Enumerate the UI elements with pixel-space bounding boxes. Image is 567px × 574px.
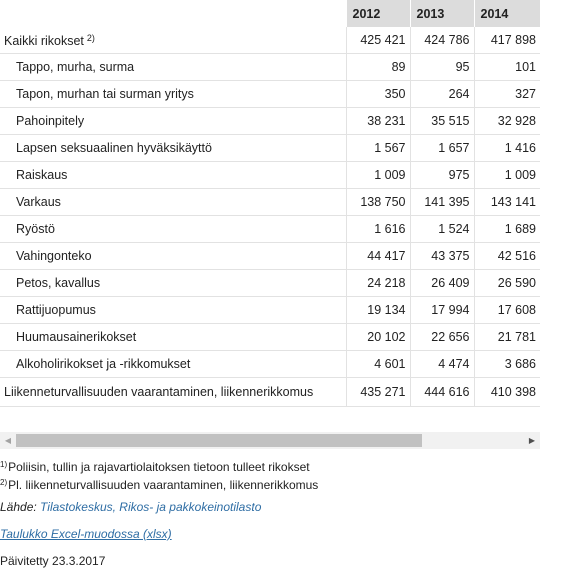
cell-value: 26 590: [473, 269, 540, 297]
cell-value: 327: [473, 80, 540, 108]
table-row: Ryöstö 1 616 1 524 1 689: [0, 215, 540, 243]
table-row: Tapon, murhan tai surman yritys 350 264 …: [0, 80, 540, 108]
header-year-2013: 2013: [410, 0, 475, 27]
cell-value: 43 375: [409, 242, 474, 270]
table-row: Varkaus 138 750 141 395 143 141: [0, 188, 540, 216]
cell-value: 1 567: [345, 134, 410, 162]
cell-value: 1 416: [473, 134, 540, 162]
cell-value: 141 395: [409, 188, 474, 216]
excel-download-link[interactable]: Taulukko Excel-muodossa (xlsx): [0, 527, 172, 541]
cell-value: 3 686: [473, 350, 540, 378]
row-label: Varkaus: [0, 188, 346, 216]
table-row: Petos, kavallus 24 218 26 409 26 590: [0, 269, 540, 297]
source-prefix: Lähde:: [0, 500, 41, 514]
row-label: Ryöstö: [0, 215, 346, 243]
cell-value: 1 009: [345, 161, 410, 189]
footnotes: 1)Poliisin, tullin ja rajavartiolaitokse…: [0, 457, 318, 493]
footnote-1: 1)Poliisin, tullin ja rajavartiolaitokse…: [0, 460, 310, 474]
cell-value: 35 515: [409, 107, 474, 135]
table-row: Rattijuopumus 19 134 17 994 17 608: [0, 296, 540, 324]
row-label: Tappo, murha, surma: [0, 53, 346, 81]
cell-value: 435 271: [345, 377, 410, 407]
cell-value: 42 516: [473, 242, 540, 270]
row-label: Tapon, murhan tai surman yritys: [0, 80, 346, 108]
row-label: Liikenneturvallisuuden vaarantaminen, li…: [0, 377, 346, 407]
cell-value: 24 218: [345, 269, 410, 297]
cell-value: 38 231: [345, 107, 410, 135]
cell-value: 410 398: [473, 377, 540, 407]
header-label-cell: [0, 0, 347, 27]
row-label: Petos, kavallus: [0, 269, 346, 297]
cell-value: 19 134: [345, 296, 410, 324]
scrollbar-thumb[interactable]: [16, 434, 422, 447]
row-label: Pahoinpitely: [0, 107, 346, 135]
cell-value: 89: [345, 53, 410, 81]
footnote-ref: 2): [86, 32, 95, 43]
row-label: Vahingonteko: [0, 242, 346, 270]
arrow-left-icon[interactable]: ◀: [4, 436, 12, 445]
table-row: Liikenneturvallisuuden vaarantaminen, li…: [0, 377, 540, 407]
table-row: Alkoholirikokset ja -rikkomukset 4 601 4…: [0, 350, 540, 378]
table-row: Huumausainerikokset 20 102 22 656 21 781: [0, 323, 540, 351]
table-row: Lapsen seksuaalinen hyväksikäyttö 1 567 …: [0, 134, 540, 162]
cell-value: 1 616: [345, 215, 410, 243]
table-row: Pahoinpitely 38 231 35 515 32 928: [0, 107, 540, 135]
row-label: Lapsen seksuaalinen hyväksikäyttö: [0, 134, 346, 162]
cell-value: 425 421: [345, 27, 410, 54]
cell-value: 21 781: [473, 323, 540, 351]
cell-value: 1 689: [473, 215, 540, 243]
statistics-table-container: 2012 2013 2014 Kaikki rikokset 2) 425 421…: [0, 0, 540, 407]
source-link[interactable]: Tilastokeskus, Rikos- ja pakkokeinotilas…: [40, 500, 262, 514]
cell-value: 975: [409, 161, 474, 189]
source-line: Lähde: Tilastokeskus, Rikos- ja pakkokei…: [0, 500, 261, 514]
row-label: Raiskaus: [0, 161, 346, 189]
footnote-2: 2)Pl. liikenneturvallisuuden vaarantamin…: [0, 478, 319, 492]
table-row: Raiskaus 1 009 975 1 009: [0, 161, 540, 189]
cell-value: 350: [345, 80, 410, 108]
cell-value: 143 141: [473, 188, 540, 216]
row-label: Rattijuopumus: [0, 296, 346, 324]
cell-value: 17 994: [409, 296, 474, 324]
cell-value: 101: [473, 53, 540, 81]
row-label: Alkoholirikokset ja -rikkomukset: [0, 350, 346, 378]
cell-value: 4 601: [345, 350, 410, 378]
cell-value: 1 009: [473, 161, 540, 189]
horizontal-scrollbar[interactable]: ◀ ▶: [0, 432, 540, 449]
crime-statistics-table: 2012 2013 2014 Kaikki rikokset 2) 425 421…: [0, 0, 540, 407]
table-row: Vahingonteko 44 417 43 375 42 516: [0, 242, 540, 270]
cell-value: 95: [409, 53, 474, 81]
cell-value: 17 608: [473, 296, 540, 324]
cell-value: 44 417: [345, 242, 410, 270]
table-row: Kaikki rikokset 2) 425 421 424 786 417 89…: [0, 27, 540, 54]
cell-value: 22 656: [409, 323, 474, 351]
row-label: Huumausainerikokset: [0, 323, 346, 351]
cell-value: 4 474: [409, 350, 474, 378]
cell-value: 20 102: [345, 323, 410, 351]
table-header-row: 2012 2013 2014: [0, 0, 540, 27]
cell-value: 1 524: [409, 215, 474, 243]
cell-value: 32 928: [473, 107, 540, 135]
cell-value: 424 786: [409, 27, 474, 54]
cell-value: 138 750: [345, 188, 410, 216]
updated-date: Päivitetty 23.3.2017: [0, 554, 106, 568]
header-year-2014: 2014: [474, 0, 540, 27]
cell-value: 26 409: [409, 269, 474, 297]
arrow-right-icon[interactable]: ▶: [528, 436, 536, 445]
cell-value: 444 616: [409, 377, 474, 407]
header-year-2012: 2012: [346, 0, 411, 27]
cell-value: 264: [409, 80, 474, 108]
row-label: Kaikki rikokset 2): [0, 27, 346, 54]
cell-value: 1 657: [409, 134, 474, 162]
table-row: Tappo, murha, surma 89 95 101: [0, 53, 540, 81]
cell-value: 417 898: [473, 27, 540, 54]
